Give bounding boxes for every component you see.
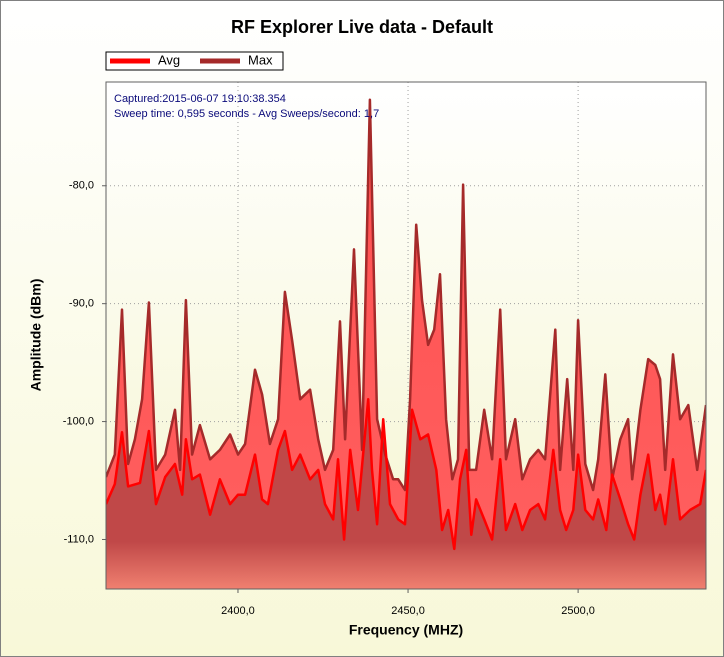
x-axis-title: Frequency (MHZ) <box>349 622 463 638</box>
y-tick-label: -100,0 <box>63 415 94 427</box>
series-line <box>106 98 706 492</box>
y-tick-label: -90,0 <box>69 298 94 310</box>
annotation: Captured:2015-06-07 19:10:38.354 <box>114 93 286 105</box>
area-fill <box>106 399 706 589</box>
legend-label: Max <box>248 52 273 67</box>
y-tick-label: -110,0 <box>64 533 94 545</box>
series-line <box>106 397 706 551</box>
chart-title: RF Explorer Live data - Default <box>231 17 493 37</box>
plot-border <box>105 81 707 590</box>
legend: Avg Max <box>105 51 284 71</box>
legend-box <box>105 51 284 71</box>
y-axis-title: Amplitude (dBm) <box>28 279 44 392</box>
y-tick-label: -80,0 <box>69 180 94 192</box>
x-tick-label: 2500,0 <box>561 605 595 617</box>
plot-area <box>106 98 706 589</box>
legend-label: Avg <box>158 52 180 67</box>
annotation: Sweep time: 0,595 seconds - Avg Sweeps/s… <box>114 108 379 120</box>
x-tick-label: 2400,0 <box>221 605 255 617</box>
x-tick-label: 2450,0 <box>391 605 425 617</box>
tick-labels: 2400,0 2450,0 2500,0 -110,0 -100,0 -90,0 -80,0 <box>63 180 595 617</box>
